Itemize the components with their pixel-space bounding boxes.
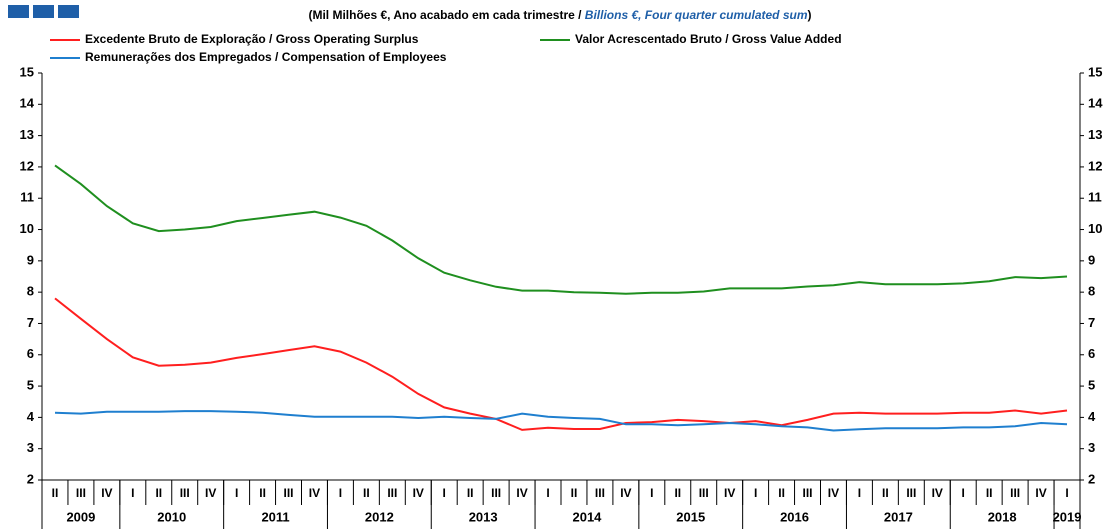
logo-block bbox=[58, 5, 79, 18]
x-tick-label: IV bbox=[309, 486, 320, 500]
y2-tick-label: 7 bbox=[1088, 315, 1095, 330]
x-tick-label: I bbox=[962, 486, 965, 500]
subtitle-en: Billions €, Four quarter cumulated sum bbox=[585, 8, 808, 22]
subtitle-pt: (Mil Milhões €, Ano acabado em cada trim… bbox=[308, 8, 584, 22]
x-tick-label: IV bbox=[620, 486, 631, 500]
x-tick-label: I bbox=[650, 486, 653, 500]
legend-label: Excedente Bruto de Exploração / Gross Op… bbox=[85, 32, 419, 46]
y2-tick-label: 11 bbox=[1088, 190, 1102, 205]
subtitle-end: ) bbox=[808, 8, 812, 22]
year-label: 2015 bbox=[676, 509, 705, 524]
x-tick-label: IV bbox=[724, 486, 735, 500]
year-label: 2009 bbox=[66, 509, 95, 524]
x-tick-label: III bbox=[491, 486, 501, 500]
year-label: 2017 bbox=[884, 509, 913, 524]
year-label: 2012 bbox=[365, 509, 394, 524]
y-tick-label: 14 bbox=[20, 96, 35, 111]
x-tick-label: III bbox=[180, 486, 190, 500]
year-label: 2010 bbox=[157, 509, 186, 524]
y2-tick-label: 12 bbox=[1088, 158, 1102, 173]
x-tick-label: II bbox=[259, 486, 266, 500]
x-tick-label: II bbox=[674, 486, 681, 500]
y-tick-label: 12 bbox=[20, 158, 34, 173]
x-tick-label: IV bbox=[932, 486, 943, 500]
x-tick-label: III bbox=[284, 486, 294, 500]
y-tick-label: 11 bbox=[20, 190, 34, 205]
y-tick-label: 4 bbox=[27, 409, 35, 424]
x-tick-label: III bbox=[595, 486, 605, 500]
x-tick-label: I bbox=[754, 486, 757, 500]
x-tick-label: II bbox=[467, 486, 474, 500]
y-tick-label: 7 bbox=[27, 315, 34, 330]
y2-tick-label: 2 bbox=[1088, 471, 1095, 486]
x-tick-label: IV bbox=[516, 486, 527, 500]
logo-block bbox=[8, 5, 29, 18]
x-tick-label: III bbox=[803, 486, 813, 500]
x-tick-label: I bbox=[858, 486, 861, 500]
x-tick-label: IV bbox=[413, 486, 424, 500]
x-tick-label: III bbox=[906, 486, 916, 500]
x-tick-label: IV bbox=[101, 486, 112, 500]
year-label: 2019 bbox=[1053, 509, 1082, 524]
x-tick-label: I bbox=[546, 486, 549, 500]
x-tick-label: I bbox=[131, 486, 134, 500]
y2-tick-label: 13 bbox=[1088, 127, 1102, 142]
x-tick-label: III bbox=[699, 486, 709, 500]
y2-tick-label: 5 bbox=[1088, 378, 1095, 393]
x-tick-label: I bbox=[443, 486, 446, 500]
x-tick-label: II bbox=[986, 486, 993, 500]
x-tick-label: II bbox=[882, 486, 889, 500]
y2-tick-label: 8 bbox=[1088, 284, 1095, 299]
year-label: 2014 bbox=[572, 509, 602, 524]
x-tick-label: I bbox=[339, 486, 342, 500]
y2-tick-label: 4 bbox=[1088, 409, 1096, 424]
y-tick-label: 2 bbox=[27, 471, 34, 486]
x-tick-label: III bbox=[1010, 486, 1020, 500]
y2-tick-label: 6 bbox=[1088, 346, 1095, 361]
logo-block bbox=[33, 5, 54, 18]
logo bbox=[8, 5, 79, 18]
x-tick-label: II bbox=[571, 486, 578, 500]
y2-tick-label: 9 bbox=[1088, 252, 1095, 267]
series-line bbox=[54, 297, 1068, 431]
y-tick-label: 6 bbox=[27, 346, 34, 361]
y-tick-label: 3 bbox=[27, 440, 34, 455]
y-tick-label: 8 bbox=[27, 284, 34, 299]
y-tick-label: 10 bbox=[20, 221, 34, 236]
y2-tick-label: 14 bbox=[1088, 96, 1103, 111]
x-tick-label: II bbox=[778, 486, 785, 500]
subtitle: (Mil Milhões €, Ano acabado em cada trim… bbox=[308, 8, 811, 22]
series-line bbox=[54, 164, 1068, 295]
x-tick-label: I bbox=[1065, 486, 1068, 500]
y2-tick-label: 3 bbox=[1088, 440, 1095, 455]
legend-label: Valor Acrescentado Bruto / Gross Value A… bbox=[575, 32, 842, 46]
series-line bbox=[54, 410, 1068, 432]
y2-tick-label: 10 bbox=[1088, 221, 1102, 236]
x-tick-label: III bbox=[76, 486, 86, 500]
year-label: 2011 bbox=[261, 509, 289, 524]
x-tick-label: III bbox=[387, 486, 397, 500]
y2-tick-label: 15 bbox=[1088, 64, 1102, 79]
x-tick-label: I bbox=[235, 486, 238, 500]
y-tick-label: 5 bbox=[27, 378, 34, 393]
year-label: 2013 bbox=[469, 509, 498, 524]
x-tick-label: IV bbox=[205, 486, 216, 500]
year-label: 2018 bbox=[988, 509, 1017, 524]
x-tick-label: II bbox=[52, 486, 59, 500]
y-tick-label: 15 bbox=[20, 64, 34, 79]
x-tick-label: II bbox=[155, 486, 162, 500]
legend-label: Remunerações dos Empregados / Compensati… bbox=[85, 50, 447, 64]
x-tick-label: II bbox=[363, 486, 370, 500]
year-label: 2016 bbox=[780, 509, 809, 524]
y-tick-label: 9 bbox=[27, 252, 34, 267]
x-tick-label: IV bbox=[1035, 486, 1046, 500]
y-tick-label: 13 bbox=[20, 127, 34, 142]
x-tick-label: IV bbox=[828, 486, 839, 500]
